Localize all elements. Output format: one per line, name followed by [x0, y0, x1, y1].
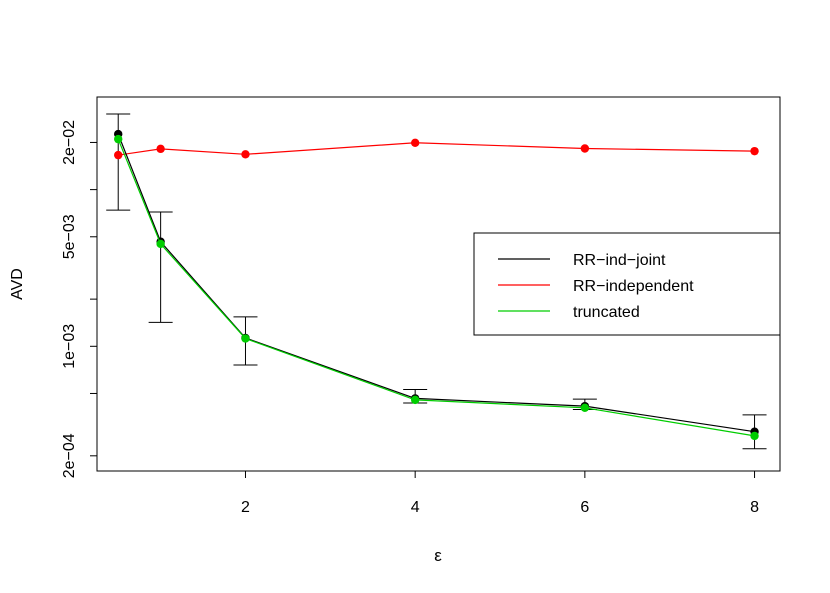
- data-point: [410, 395, 420, 405]
- series-line: [118, 142, 755, 156]
- data-point: [114, 134, 123, 144]
- data-point: [241, 334, 250, 343]
- legend-box: [473, 232, 781, 336]
- x-tick-label: 8: [750, 499, 759, 516]
- data-point: [410, 138, 420, 147]
- series-1: [114, 138, 759, 160]
- data-point: [114, 150, 123, 160]
- x-tick-label: 6: [580, 499, 589, 516]
- y-axis-label: AVD: [9, 268, 26, 300]
- data-point: [750, 431, 759, 441]
- data-point: [241, 150, 250, 159]
- data-point: [580, 144, 590, 153]
- data-point: [580, 403, 590, 413]
- x-axis: 2 4 6 8: [241, 471, 759, 516]
- series-line: [117, 138, 755, 437]
- y-tick-label: 2e−02: [61, 120, 78, 165]
- y-tick-label: 1e−03: [61, 324, 78, 369]
- legend-entry: RR−independent: [573, 278, 694, 295]
- data-point: [156, 144, 165, 154]
- y-tick-label: 5e−03: [61, 214, 78, 259]
- x-axis-label: ε: [434, 546, 442, 565]
- series-2: [114, 134, 759, 441]
- legend-entry: RR−ind−joint: [573, 252, 666, 269]
- data-point: [750, 146, 759, 156]
- y-axis: 2e−04 1e−03 5e−03 2e−02: [61, 120, 97, 478]
- series-line: [117, 133, 755, 433]
- data-point: [156, 239, 165, 249]
- error-bar: [148, 211, 173, 323]
- legend-entry: truncated: [573, 304, 640, 321]
- series-layer: [114, 129, 759, 441]
- error-bar: [106, 113, 131, 211]
- x-tick-label: 2: [241, 499, 250, 516]
- x-tick-label: 4: [411, 499, 420, 516]
- y-tick-label: 2e−04: [61, 433, 78, 478]
- legend: RR−ind−joint RR−independent truncated: [473, 232, 781, 336]
